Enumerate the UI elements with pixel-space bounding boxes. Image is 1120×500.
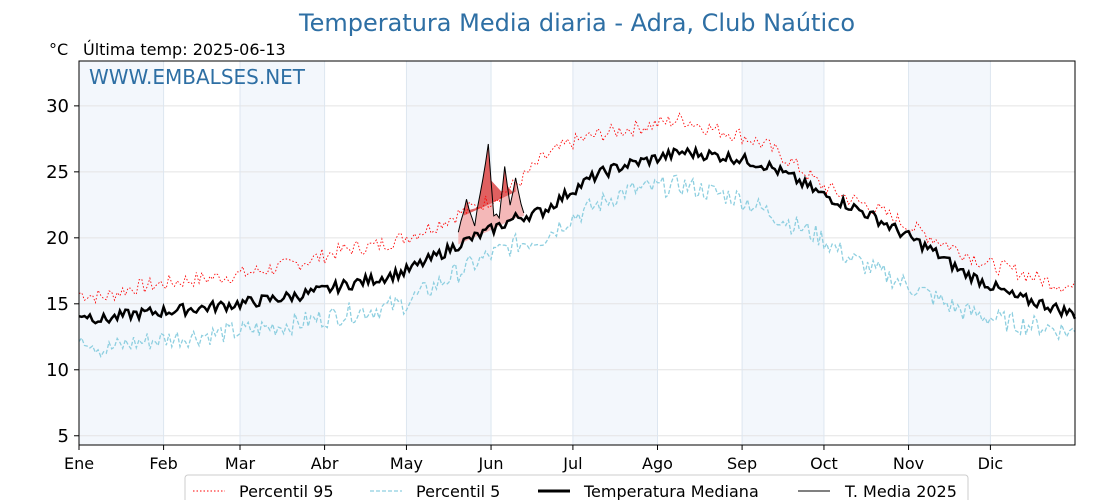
legend-label-p95: Percentil 95 xyxy=(239,482,334,500)
y-tick-label: 25 xyxy=(46,162,69,183)
chart-title: Temperatura Media diaria - Adra, Club Na… xyxy=(298,9,855,37)
y-tick-label: 30 xyxy=(46,96,69,117)
x-tick-label: Jun xyxy=(478,454,504,473)
month-band xyxy=(908,61,991,445)
x-tick-label: Oct xyxy=(810,454,838,473)
y-tick-label: 10 xyxy=(46,360,69,381)
x-tick-label: Ene xyxy=(64,454,94,473)
x-tick-label: Feb xyxy=(149,454,177,473)
series-line-p95 xyxy=(78,112,1076,305)
last-temp-label: Última temp: 2025-06-13 xyxy=(83,40,286,59)
y-tick-label: 5 xyxy=(58,426,69,447)
x-tick-label: Abr xyxy=(311,454,339,473)
month-band xyxy=(572,61,658,445)
series-line-p5 xyxy=(78,174,1076,358)
y-unit-label: °C xyxy=(49,40,68,59)
legend-label-p5: Percentil 5 xyxy=(416,482,500,500)
plot-frame xyxy=(78,60,1076,446)
x-tick-label: Dic xyxy=(978,454,1004,473)
x-tick-label: Sep xyxy=(727,454,757,473)
x-tick-label: Mar xyxy=(225,454,256,473)
x-axis: Ene Feb Mar Abr May Jun Jul Ago Sep Oct Nov Dic xyxy=(64,445,1003,473)
x-tick-label: Nov xyxy=(893,454,924,473)
y-tick-label: 20 xyxy=(46,228,69,249)
x-tick-label: Jul xyxy=(562,454,582,473)
month-band xyxy=(239,61,325,445)
month-bands xyxy=(79,61,991,445)
y-axis: 5 10 15 20 25 30 xyxy=(46,96,79,447)
x-tick-label: May xyxy=(390,454,423,473)
legend-label-median: Temperatura Mediana xyxy=(583,482,759,500)
series-line-median xyxy=(78,144,1077,325)
y-tick-label: 15 xyxy=(46,294,69,315)
month-band xyxy=(742,61,824,445)
legend: Percentil 95 Percentil 5 Temperatura Med… xyxy=(184,474,969,500)
series-line-media2025 xyxy=(457,143,525,233)
legend-label-media2025: T. Media 2025 xyxy=(844,482,957,500)
anomaly-fill-high xyxy=(463,144,516,216)
watermark: WWW.EMBALSES.NET xyxy=(89,65,306,89)
plot-series xyxy=(78,112,1077,358)
legend-frame xyxy=(184,474,969,500)
month-band xyxy=(406,61,492,445)
month-band xyxy=(79,61,164,445)
x-tick-label: Ago xyxy=(642,454,673,473)
